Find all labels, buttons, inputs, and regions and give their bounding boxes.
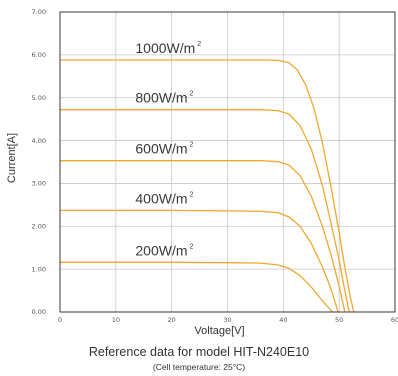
y-tick-label: 1.00 — [32, 265, 46, 273]
y-tick-label: 6.00 — [32, 51, 46, 59]
series-line — [60, 261, 333, 313]
series-label: 1000W/m 2 — [135, 40, 201, 56]
plot-frame — [59, 11, 396, 313]
y-tick-label: 2.00 — [32, 222, 46, 230]
y-tick-label: 0.00 — [32, 308, 46, 316]
x-tick-label: 40 — [279, 316, 287, 324]
x-tick-label: 60 — [391, 316, 398, 324]
series-label: 800W/m 2 — [135, 90, 193, 106]
x-tick-label: 20 — [168, 316, 176, 324]
x-axis-title: Voltage[V] — [194, 325, 244, 337]
x-tick-label: 0 — [58, 316, 62, 324]
series-label: 400W/m 2 — [135, 190, 193, 206]
series-lines — [60, 59, 355, 313]
series-labels: 1000W/m 2 800W/m 2 600W/m 2 400W/m 2 200W/m 2 — [135, 40, 201, 258]
chart-caption-note: (Cell temperature: 25°C) — [152, 362, 246, 372]
series-line — [60, 59, 355, 313]
grid — [60, 12, 395, 312]
y-axis-title: Current[A] — [6, 133, 18, 183]
y-tick-label: 7.00 — [32, 8, 46, 16]
chart-caption: Reference data for model HIT-N240E10 — [88, 345, 310, 359]
series-line — [60, 109, 350, 313]
series-label: 200W/m 2 — [135, 242, 193, 258]
y-tick-label: 5.00 — [32, 94, 46, 102]
series-label: 600W/m 2 — [135, 141, 193, 157]
iv-curve-chart: 1000W/m 2 800W/m 2 600W/m 2 400W/m 2 200W/m 2 0.0… — [6, 8, 398, 337]
tick-labels: 0.00 1.00 2.00 3.00 4.00 5.00 6.00 7.00 0 10 20 30 4… — [32, 8, 398, 324]
x-tick-label: 10 — [112, 316, 120, 324]
series-line — [60, 209, 339, 313]
y-tick-label: 4.00 — [32, 137, 46, 145]
x-tick-label: 50 — [335, 316, 343, 324]
x-tick-label: 30 — [223, 316, 231, 324]
series-line — [60, 160, 346, 313]
y-tick-label: 3.00 — [32, 180, 46, 188]
